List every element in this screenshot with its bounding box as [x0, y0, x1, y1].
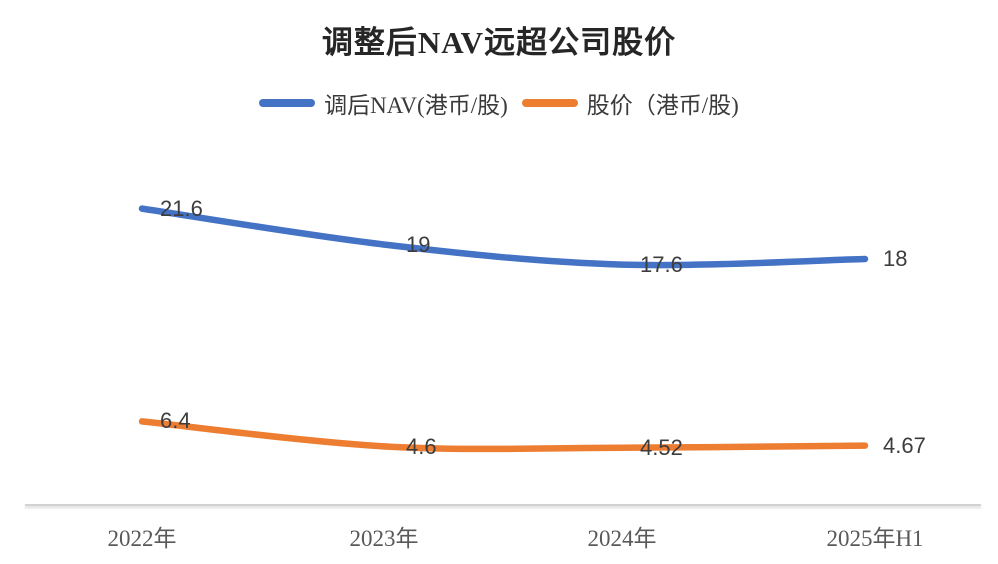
- data-label-series1-point2: 4.52: [640, 434, 683, 460]
- chart-title: 调整后NAV远超公司股价: [321, 25, 677, 60]
- legend-item-adjusted-nav: 调后NAV(港币/股): [259, 86, 508, 120]
- data-label-series1-point1: 4.6: [406, 433, 437, 459]
- x-tick-label-1: 2023年: [349, 526, 419, 551]
- x-axis-line: [25, 504, 981, 506]
- series-line-0: [138, 205, 869, 269]
- data-label-series0-point0: 21.6: [160, 195, 203, 221]
- data-label-series0-point1: 19: [406, 232, 431, 257]
- series-line-1: [138, 418, 869, 453]
- x-tick-label-2: 2024年: [587, 526, 657, 551]
- nav-line-swatch-icon: [259, 99, 316, 107]
- data-label-series0-point2: 17.6: [640, 251, 683, 277]
- x-tick-label-3: 2025年H1: [826, 526, 924, 551]
- data-label-series0-point3: 18: [883, 246, 908, 271]
- x-tick-label-0: 2022年: [107, 526, 177, 551]
- price-line-swatch-icon: [521, 99, 578, 107]
- legend-label-share-price: 股价（港币/股): [586, 93, 739, 118]
- legend-item-share-price: 股价（港币/股): [521, 86, 739, 120]
- data-label-series1-point3: 4.67: [883, 432, 926, 458]
- data-label-series1-point0: 6.4: [160, 408, 191, 434]
- legend: 调后NAV(港币/股) 股价（港币/股): [0, 86, 998, 120]
- legend-label-adjusted-nav: 调后NAV(港币/股): [324, 93, 508, 118]
